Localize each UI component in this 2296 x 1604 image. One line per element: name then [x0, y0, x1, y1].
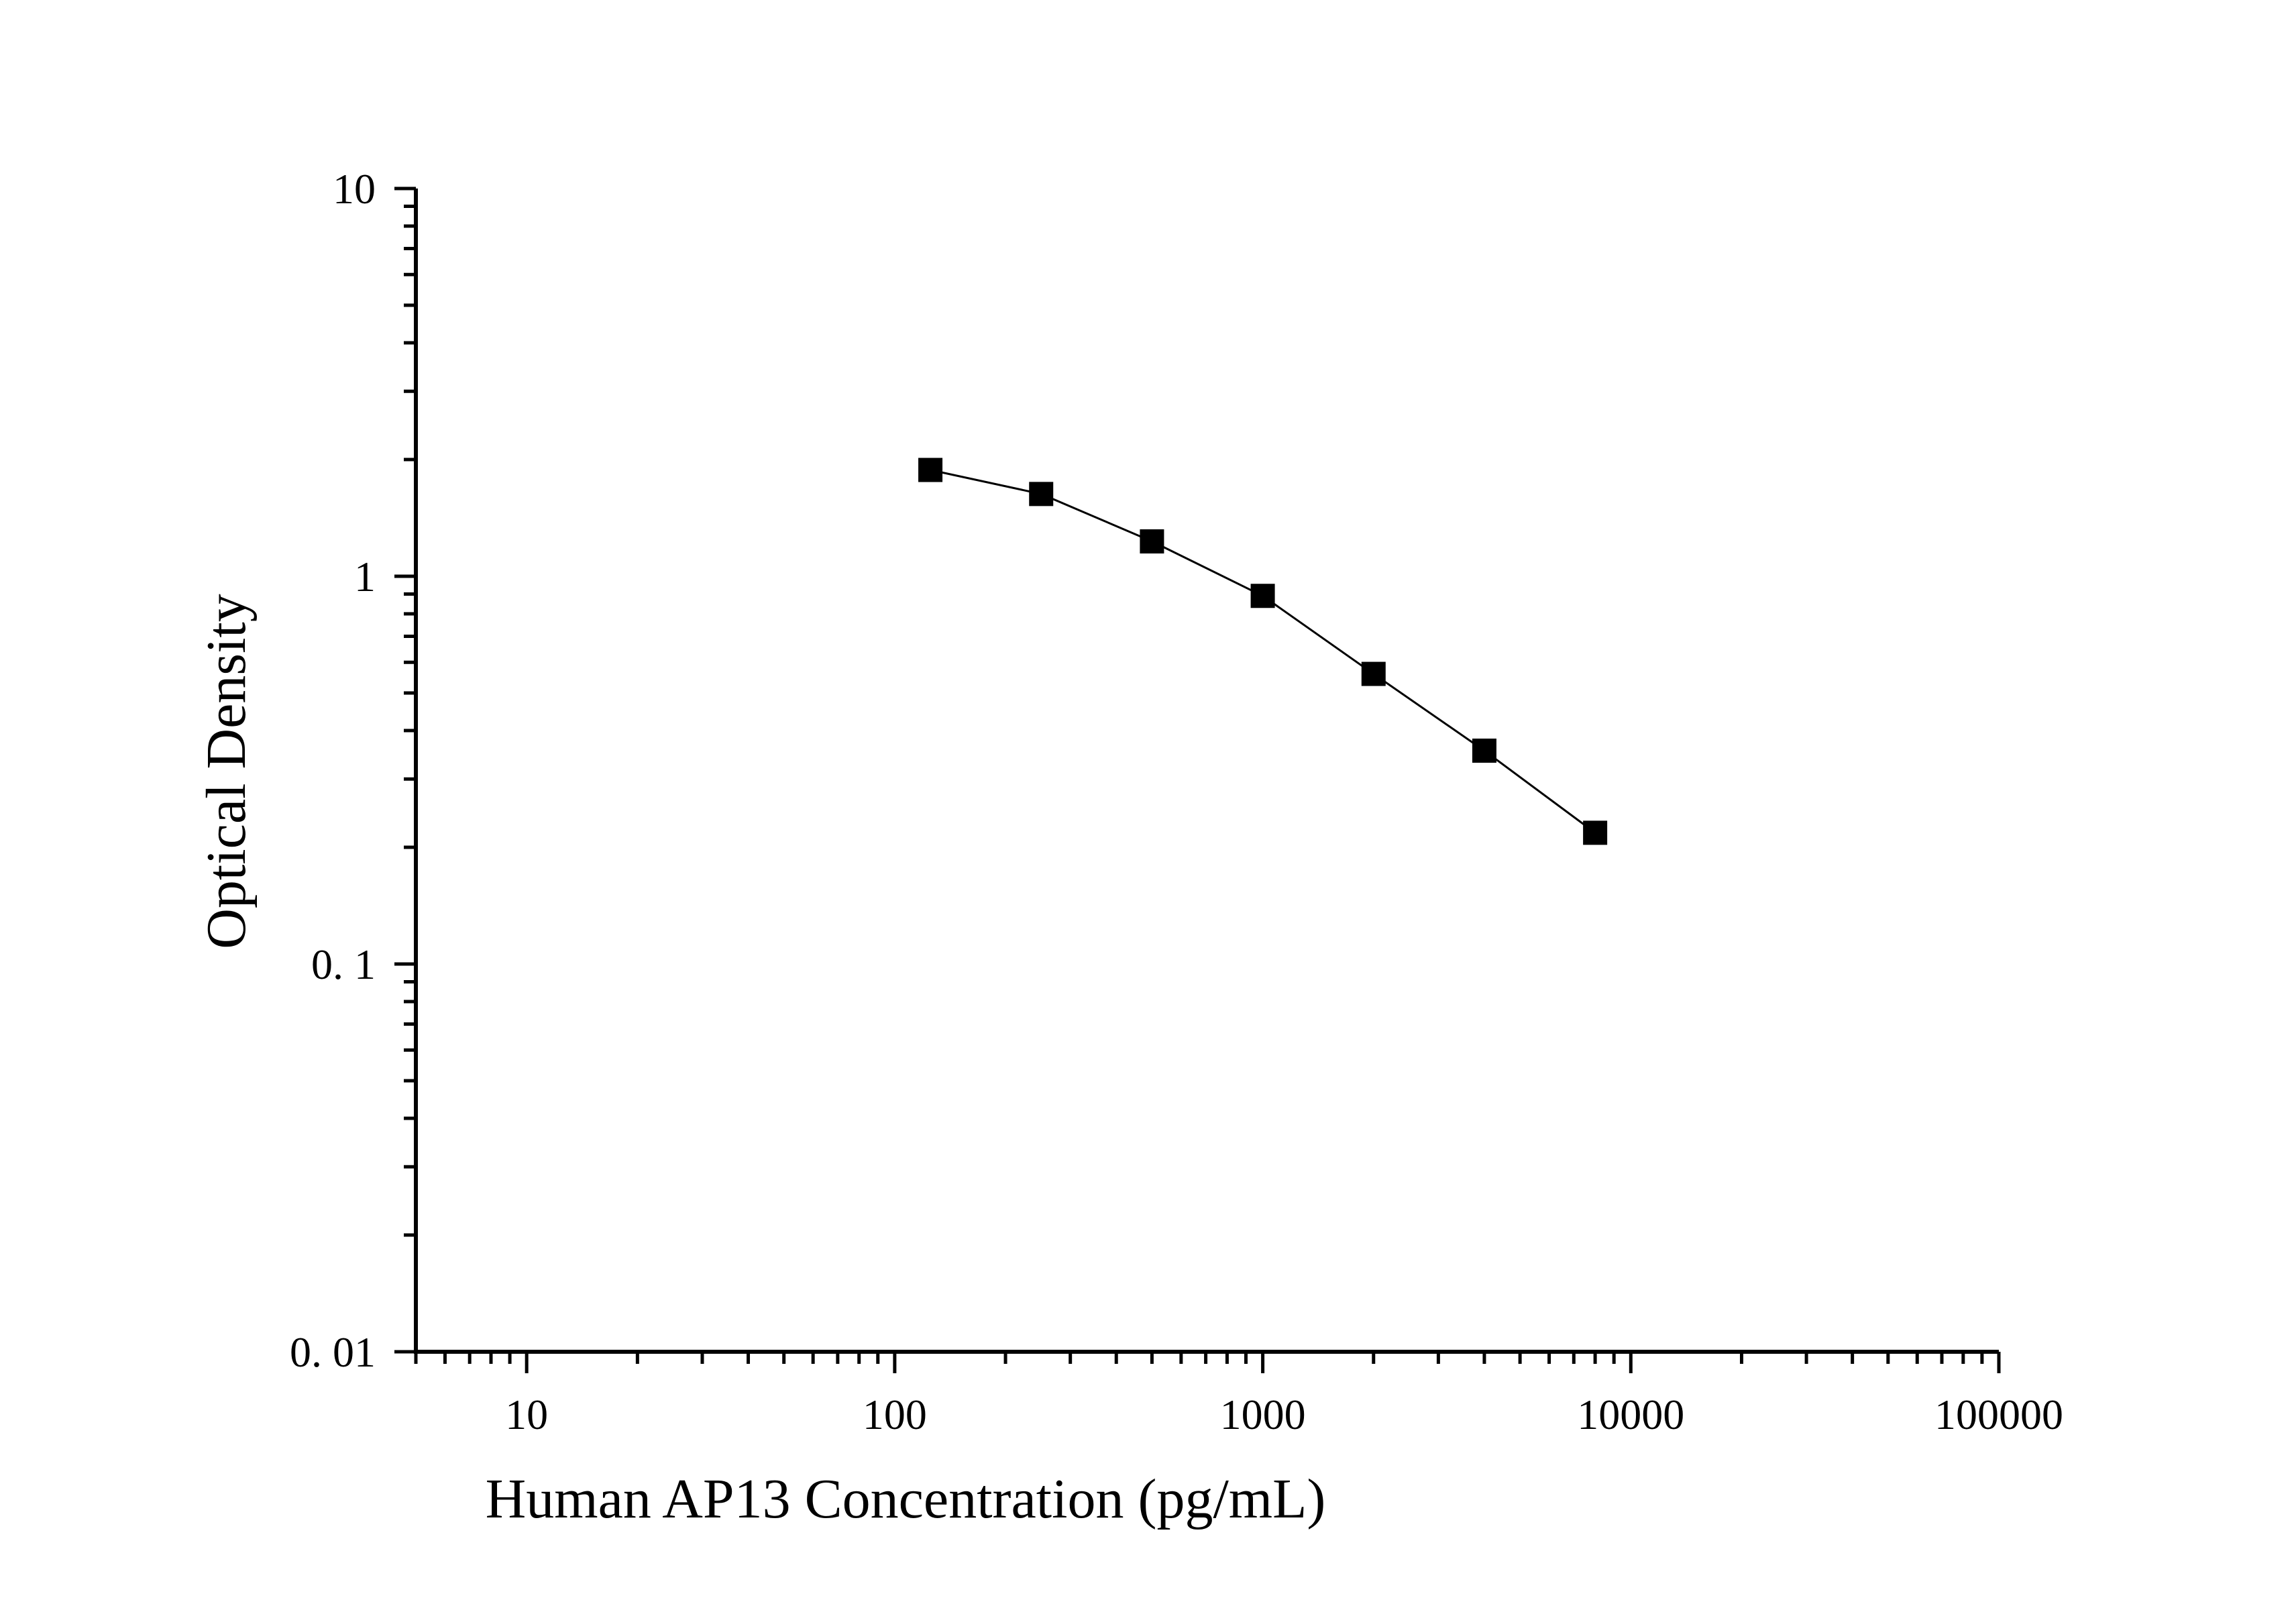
y-tick-label: 0. 01	[290, 1328, 376, 1376]
series-line	[930, 469, 1596, 834]
x-tick-label: 100	[863, 1391, 927, 1438]
x-tick-label: 100000	[1934, 1391, 2063, 1438]
x-tick-label: 10000	[1577, 1391, 1684, 1438]
data-point-marker	[1361, 661, 1386, 686]
x-tick-label: 10	[505, 1391, 548, 1438]
data-point-marker	[1583, 820, 1608, 845]
data-point-marker	[1140, 529, 1164, 554]
data-point-marker	[918, 458, 943, 482]
data-point-marker	[1029, 482, 1054, 506]
data-series	[918, 458, 1608, 845]
y-tick-label: 1	[354, 553, 376, 600]
data-point-marker	[1472, 738, 1496, 763]
axes: 10 100 1000 10000 100000 0. 01 0. 1 1 10	[290, 165, 2063, 1438]
y-tick-label: 0. 1	[311, 941, 376, 988]
y-axis-title: Optical Density	[195, 594, 258, 949]
x-axis-title: Human AP13 Concentration (pg/mL)	[486, 1468, 1326, 1530]
x-tick-label: 1000	[1220, 1391, 1306, 1438]
data-point-marker	[1250, 584, 1275, 608]
y-tick-label: 10	[333, 165, 376, 213]
